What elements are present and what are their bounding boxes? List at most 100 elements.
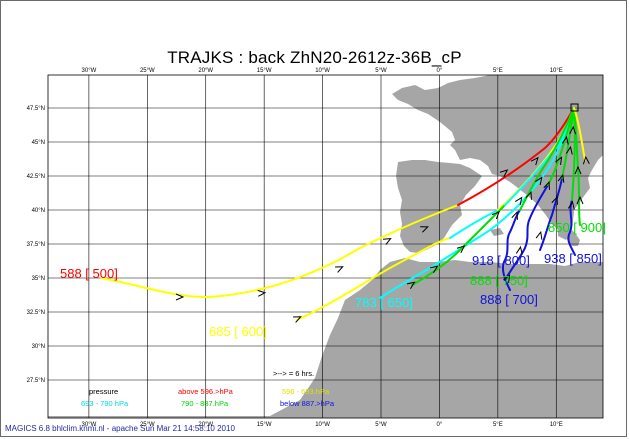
land-balearic [490, 228, 504, 236]
trajectory-7-green [561, 107, 575, 179]
time-step-arrowhead [525, 190, 532, 200]
trajectory-2-cyan [449, 209, 499, 239]
label-685: 685 [ 600] [209, 324, 267, 339]
lon-tick-label: 0° [437, 422, 443, 428]
time-step-arrowhead [293, 316, 302, 323]
legend-yellow: 596 - 693.hPa [282, 387, 330, 396]
time-step-arrowhead [429, 265, 439, 274]
trajectory-3-cyan [379, 179, 541, 299]
trajectory-1-red [457, 107, 575, 206]
trajectory-6-green [547, 107, 575, 186]
legend: >--> = 6 hrs. pressure above 596.>hPa 59… [81, 369, 335, 408]
land-iberia [396, 160, 482, 253]
lon-tick-label: 5°W [375, 422, 387, 428]
time-step-arrowhead [569, 125, 577, 135]
lat-tick-label: 47.5°N [27, 106, 45, 112]
time-step-arrowhead [567, 200, 575, 210]
lon-tick-label: 15°W [257, 422, 272, 428]
time-step-arrowhead [515, 245, 523, 255]
footer-credits: MAGICS 6.8 bhlclim.knmi.nl - apache Sun … [5, 424, 235, 433]
land-europe [392, 75, 603, 246]
trajectory-7-blue [539, 177, 563, 251]
time-step-arrowhead [503, 274, 511, 284]
lon-tick-label: 30°W [82, 68, 97, 74]
time-step-arrowhead [543, 180, 550, 190]
time-step-arrows [175, 125, 590, 323]
time-step-arrowhead [511, 210, 518, 220]
lat-tick-label: 30°N [32, 344, 45, 350]
time-step-arrowhead [555, 156, 563, 166]
time-step-arrowhead [335, 266, 344, 273]
lon-tick-label: 5°E [493, 68, 503, 74]
trajectory-6-blue [504, 184, 549, 281]
lon-labels-top: 30°W 25°W 20°W 15°W 10°W 5°W 0° 5°E 10°E [82, 68, 563, 74]
trajectory-4-green [411, 204, 506, 286]
lat-tick-label: 27.5°N [27, 378, 45, 384]
origin-marker [570, 103, 579, 112]
lat-labels: 47.5°N 45°N 42.5°N 40°N 37.5°N 35°N 32.5°N 30°N… [27, 106, 45, 384]
lat-tick-label: 32.5°N [27, 310, 45, 316]
trajectory-5-blue [501, 209, 521, 291]
lat-tick-label: 37.5°N [27, 242, 45, 248]
time-step-arrowhead [420, 226, 429, 233]
legend-arrow-note: >--> = 6 hrs. [273, 369, 314, 378]
time-step-arrowhead [383, 237, 392, 245]
lon-tick-label: 5°E [493, 422, 503, 428]
time-step-arrowhead [257, 289, 267, 297]
lon-tick-label: 30°W [82, 422, 97, 428]
time-step-arrowhead [535, 230, 543, 240]
lon-tick-label: 10°E [550, 68, 563, 74]
label-888-750: 888 [ 750] [470, 273, 528, 288]
legend-green: 790 - 887.hPa [181, 399, 229, 408]
map-title: TRAJKS : back ZhN20-2612z-36B_cP [167, 48, 462, 67]
lon-tick-label: 0° [437, 68, 443, 74]
time-step-arrowhead [557, 173, 565, 183]
legend-cyan: 693 - 790 hPa [81, 399, 129, 408]
lon-tick-label: 20°W [198, 422, 213, 428]
graticule [48, 75, 603, 418]
time-step-arrowhead [514, 196, 523, 206]
time-step-arrowhead [565, 145, 573, 155]
lon-labels-bottom: 30°W 25°W 20°W 15°W 10°W 5°W 0° 5°E 10°E [82, 422, 563, 428]
time-step-arrowhead [456, 245, 466, 254]
trajectories [100, 107, 586, 321]
time-step-arrowhead [406, 281, 416, 290]
label-850: 850 [ 900] [548, 220, 606, 235]
trajectory-8-blue [567, 199, 576, 256]
lat-tick-label: 45°N [32, 140, 45, 146]
map-border [47, 74, 604, 419]
lat-tick-label: 35°N [32, 276, 45, 282]
time-step-arrowhead [574, 165, 582, 175]
time-step-arrowhead [551, 195, 558, 205]
time-step-arrowhead [534, 176, 543, 186]
lat-tick-label: 42.5°N [27, 174, 45, 180]
legend-pressure: pressure [89, 387, 118, 396]
lon-tick-label: 5°W [375, 68, 387, 74]
land-north-africa [48, 258, 603, 418]
label-783: 783 [ 650] [355, 295, 413, 310]
time-step-arrowhead [491, 210, 501, 220]
time-step-arrowhead [576, 195, 584, 205]
lon-tick-label: 25°W [140, 68, 155, 74]
label-938: 938 [ 850] [544, 251, 602, 266]
label-918: 918 [ 800] [472, 253, 530, 268]
time-step-arrowhead [175, 293, 185, 301]
time-step-arrowhead [561, 135, 569, 145]
lon-tick-label: 10°W [315, 68, 330, 74]
lon-tick-label: 10°W [315, 422, 330, 428]
lat-tick-label: 40°N [32, 208, 45, 214]
lon-tick-label: 15°W [257, 68, 272, 74]
time-step-arrowhead [499, 169, 509, 178]
time-step-arrowhead [582, 155, 590, 165]
lon-tick-label: 20°W [198, 68, 213, 74]
label-588: 588 [ 500] [60, 266, 118, 281]
lon-tick-label: 10°E [550, 422, 563, 428]
trajectory-9-green [573, 107, 581, 226]
trajectory-2-yellow [296, 237, 451, 321]
time-step-arrowhead [530, 156, 539, 166]
label-888-700: 888 [ 700] [480, 292, 538, 307]
lon-tick-label: 25°W [140, 422, 155, 428]
trajectory-1-yellow [100, 204, 459, 299]
